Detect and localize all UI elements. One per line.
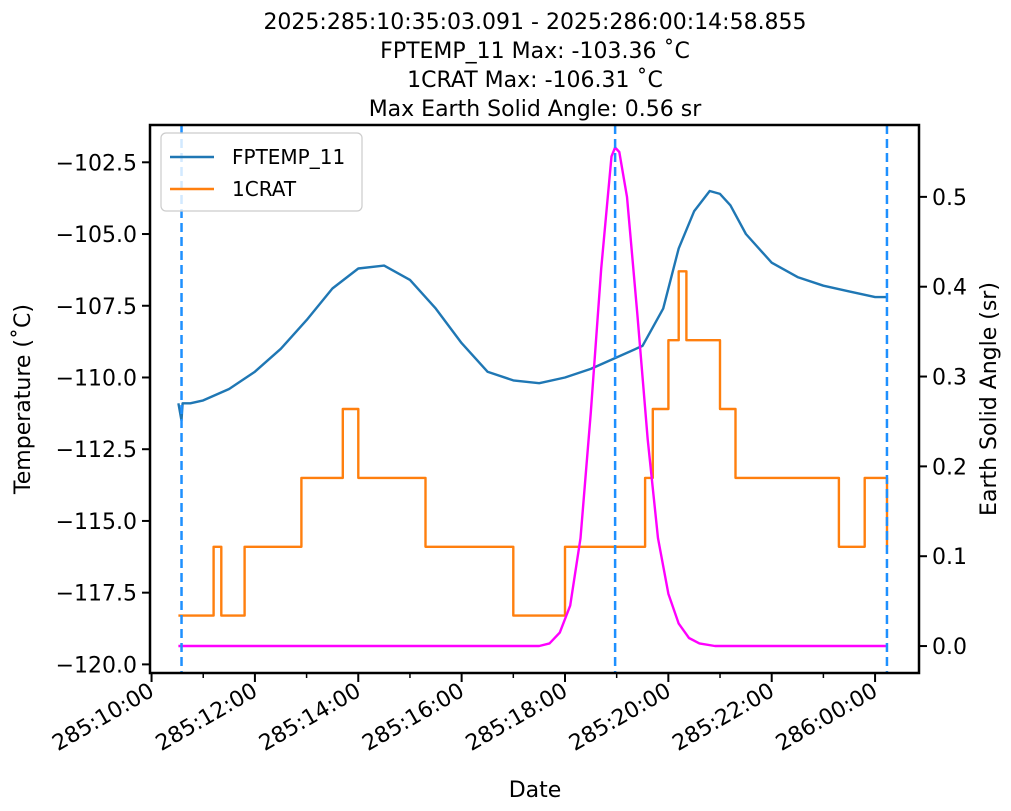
x-tick-label: 285:10:00 — [48, 679, 158, 757]
title-line-1: 2025:285:10:35:03.091 - 2025:286:00:14:5… — [263, 10, 806, 35]
title-line-4: Max Earth Solid Angle: 0.56 sr — [369, 97, 703, 122]
y-tick-label: −120.0 — [56, 653, 137, 678]
chart-title: 2025:285:10:35:03.091 - 2025:286:00:14:5… — [263, 10, 806, 122]
x-axis-label: Date — [509, 778, 562, 803]
y2-axis-label: Earth Solid Angle (sr) — [977, 282, 1002, 516]
x-tick-label: 285:12:00 — [152, 679, 262, 757]
x-tick-label: 286:00:00 — [772, 679, 882, 757]
y2-tick-label: 0.3 — [932, 366, 967, 391]
y2-tick-label: 0.5 — [932, 186, 967, 211]
y-axis-label: Temperature (˚C) — [11, 304, 36, 495]
y-tick-label: −115.0 — [56, 510, 137, 535]
y2-tick-label: 0.1 — [932, 545, 967, 570]
legend: FPTEMP_11 1CRAT — [160, 132, 363, 212]
y-axis-left: −120.0 −117.5 −115.0 −112.5 −110.0 −107.5 −105… — [56, 151, 150, 678]
series-line-1crat — [178, 270, 889, 617]
plot-area — [177, 125, 889, 673]
y-tick-label: −110.0 — [56, 366, 137, 391]
x-axis: 285:10:00285:12:00285:14:00285:16:00285:… — [48, 673, 882, 757]
legend-box — [160, 132, 363, 212]
series-line-earth-solid-angle — [178, 146, 887, 648]
y-tick-label: −105.0 — [56, 223, 137, 248]
series-line-fptemp-11 — [177, 189, 887, 422]
x-tick-label: 285:14:00 — [255, 679, 365, 757]
x-tick-label: 285:20:00 — [565, 679, 675, 757]
legend-label-1crat: 1CRAT — [232, 177, 297, 201]
y-axis-right: 0.0 0.1 0.2 0.3 0.4 0.5 — [919, 186, 967, 660]
y2-tick-label: 0.0 — [932, 635, 967, 660]
x-tick-label: 285:16:00 — [358, 679, 468, 757]
x-tick-label: 285:22:00 — [669, 679, 779, 757]
y-tick-label: −117.5 — [56, 582, 137, 607]
plot-frame — [148, 123, 921, 675]
y-tick-label: −102.5 — [56, 151, 137, 176]
x-tick-label: 285:18:00 — [462, 679, 572, 757]
y-tick-label: −107.5 — [56, 295, 137, 320]
y-tick-label: −112.5 — [56, 438, 137, 463]
y2-tick-label: 0.2 — [932, 455, 967, 480]
title-line-2: FPTEMP_11 Max: -103.36 ˚C — [380, 39, 690, 64]
title-line-3: 1CRAT Max: -106.31 ˚C — [407, 68, 663, 93]
legend-label-fptemp-11: FPTEMP_11 — [232, 145, 345, 169]
y2-tick-label: 0.4 — [932, 276, 967, 301]
